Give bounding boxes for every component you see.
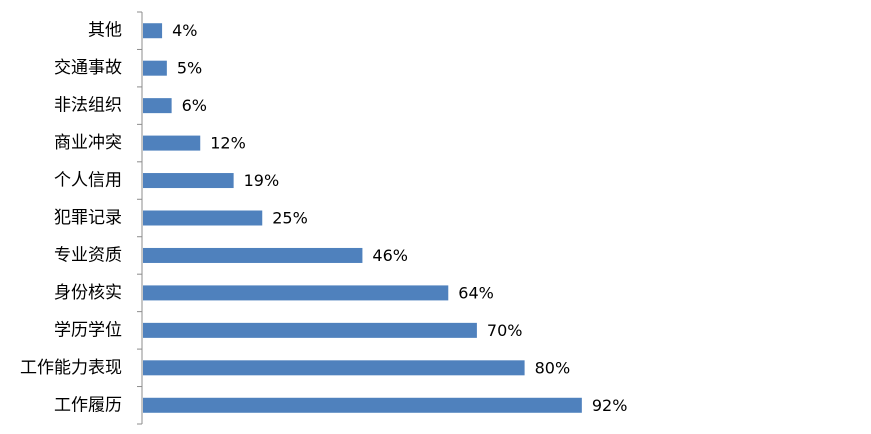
category-label: 专业资质: [54, 245, 122, 265]
value-label: 5%: [177, 59, 202, 78]
value-label: 46%: [372, 246, 408, 265]
category-label: 工作能力表现: [20, 358, 122, 378]
axis-layer: [137, 11, 143, 425]
bar: [143, 322, 477, 338]
category-label: 非法组织: [54, 96, 122, 116]
value-label: 70%: [487, 321, 523, 340]
value-label: 12%: [210, 134, 246, 153]
category-label: 商业冲突: [54, 133, 122, 153]
bar: [143, 23, 163, 39]
category-label: 学历学位: [54, 320, 122, 340]
value-label: 19%: [244, 171, 280, 190]
bars-layer: [143, 23, 582, 413]
value-label: 64%: [458, 283, 494, 302]
bar: [143, 135, 201, 151]
bar: [143, 397, 582, 413]
bar: [143, 173, 234, 189]
bar: [143, 98, 172, 114]
value-label: 4%: [172, 21, 197, 40]
category-label: 身份核实: [54, 283, 122, 303]
bar: [143, 247, 363, 263]
value-label: 80%: [535, 358, 571, 377]
category-label: 工作履历: [54, 395, 122, 415]
bar: [143, 210, 263, 226]
bar: [143, 285, 449, 301]
category-label: 交通事故: [54, 58, 122, 78]
bar: [143, 360, 525, 376]
value-label: 92%: [592, 396, 628, 415]
value-label: 25%: [272, 209, 308, 228]
category-labels: 其他交通事故非法组织商业冲突个人信用犯罪记录专业资质身份核实学历学位工作能力表现…: [20, 21, 122, 416]
category-label: 其他: [88, 21, 122, 41]
category-label: 犯罪记录: [54, 208, 122, 228]
value-label: 6%: [182, 96, 207, 115]
value-labels: 4% 5% 6%12% 19% 25% 46% 64% 70% 80% 92%: [172, 21, 627, 415]
category-label: 个人信用: [54, 171, 122, 191]
bar: [143, 60, 167, 76]
